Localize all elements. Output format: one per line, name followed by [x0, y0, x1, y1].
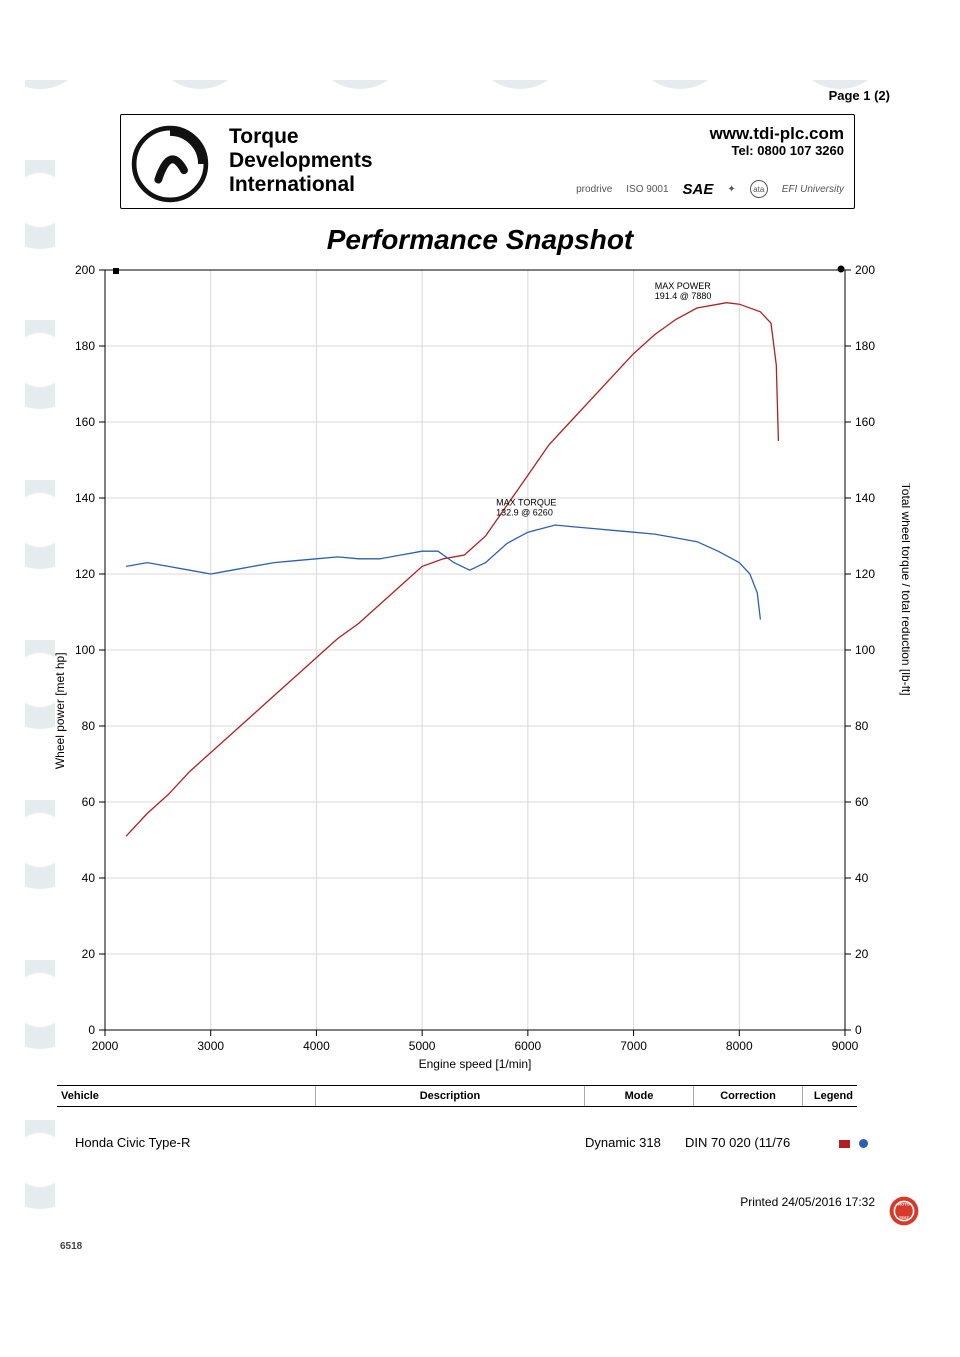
page-number: Page 1 (2): [829, 88, 890, 103]
company-line1: Torque: [229, 125, 299, 148]
svg-text:120: 120: [75, 567, 95, 581]
value-vehicle: Honda Civic Type-R: [75, 1135, 585, 1150]
svg-text:160: 160: [855, 415, 875, 429]
cert-efi: EFI University: [782, 184, 844, 195]
header-box: Torque Developments International www.td…: [120, 114, 855, 209]
svg-text:9000: 9000: [832, 1039, 859, 1053]
printed-timestamp: Printed 24/05/2016 17:32: [740, 1195, 875, 1209]
cert-sae: SAE: [683, 181, 714, 198]
svg-text:180: 180: [855, 339, 875, 353]
cert-ata: ata: [750, 180, 768, 198]
website-url: www.tdi-plc.com: [710, 124, 844, 143]
svg-text:20: 20: [82, 947, 96, 961]
info-table-header: Vehicle Description Mode Correction Lege…: [57, 1085, 857, 1107]
svg-text:180: 180: [75, 339, 95, 353]
svg-text:ROTO: ROTO: [898, 1201, 909, 1206]
svg-text:7000: 7000: [620, 1039, 647, 1053]
svg-text:0: 0: [88, 1023, 95, 1037]
legend-swatch-torque: [858, 1138, 869, 1149]
telephone: Tel: 0800 107 3260: [710, 144, 844, 158]
svg-text:3000: 3000: [197, 1039, 224, 1053]
svg-text:5000: 5000: [409, 1039, 436, 1053]
company-line2: Developments: [229, 149, 373, 172]
value-correction: DIN 70 020 (11/76: [685, 1135, 835, 1150]
svg-text:200: 200: [75, 263, 95, 277]
certifications-row: prodrive ISO 9001 SAE ✦ ata EFI Universi…: [421, 178, 844, 200]
cert-motorsport: ✦: [727, 184, 735, 195]
value-legend: [835, 1135, 869, 1150]
legend-swatch-power: [839, 1140, 850, 1148]
svg-text:40: 40: [855, 871, 869, 885]
svg-text:8000: 8000: [726, 1039, 753, 1053]
svg-text:80: 80: [82, 719, 96, 733]
svg-text:160: 160: [75, 415, 95, 429]
svg-text:20: 20: [855, 947, 869, 961]
svg-text:6000: 6000: [515, 1039, 542, 1053]
svg-text:2000: 2000: [92, 1039, 119, 1053]
svg-text:MAX TORQUE: MAX TORQUE: [496, 498, 556, 508]
svg-text:4000: 4000: [303, 1039, 330, 1053]
svg-text:80: 80: [855, 719, 869, 733]
svg-text:132.9 @ 6260: 132.9 @ 6260: [496, 508, 553, 518]
company-contact: www.tdi-plc.com Tel: 0800 107 3260: [710, 125, 844, 158]
svg-text:200: 200: [855, 263, 875, 277]
footer-number: 6518: [60, 1241, 82, 1252]
info-table-row: Honda Civic Type-R Dynamic 318 DIN 70 02…: [75, 1135, 860, 1150]
svg-text:191.4 @ 7880: 191.4 @ 7880: [655, 291, 712, 301]
svg-text:60: 60: [82, 795, 96, 809]
svg-text:140: 140: [855, 491, 875, 505]
svg-text:120: 120: [855, 567, 875, 581]
col-correction: Correction: [694, 1086, 803, 1106]
page: Page 1 (2) Torque Developments Internati…: [0, 0, 960, 1357]
chart-title: Performance Snapshot: [0, 224, 960, 256]
svg-text:Wheel power [met hp]: Wheel power [met hp]: [53, 652, 67, 769]
svg-text:Engine speed [1/min]: Engine speed [1/min]: [419, 1057, 532, 1071]
col-legend: Legend: [803, 1086, 857, 1106]
svg-text:0: 0: [855, 1023, 862, 1037]
svg-text:TEST: TEST: [899, 1215, 910, 1220]
chart-wrap: 2000 3000 4000 5000 6000 7000 8000 9000 0 0 20 20 40…: [50, 260, 910, 1080]
rototest-logo-icon: ROTO TEST: [888, 1195, 920, 1227]
cert-prodrive: prodrive: [576, 184, 612, 195]
cert-iso9001: ISO 9001: [626, 184, 668, 195]
svg-text:100: 100: [75, 643, 95, 657]
performance-chart: 2000 3000 4000 5000 6000 7000 8000 9000 0 0 20 20 40…: [50, 260, 910, 1080]
svg-text:40: 40: [82, 871, 96, 885]
company-name: Torque Developments International: [229, 125, 373, 197]
svg-text:140: 140: [75, 491, 95, 505]
value-mode: Dynamic 318: [585, 1135, 685, 1150]
company-line3: International: [229, 173, 355, 196]
col-vehicle: Vehicle: [57, 1086, 316, 1106]
svg-text:100: 100: [855, 643, 875, 657]
svg-text:60: 60: [855, 795, 869, 809]
col-mode: Mode: [585, 1086, 694, 1106]
company-logo-icon: [131, 125, 209, 203]
svg-text:Total wheel torque / total red: Total wheel torque / total reduction [lb…: [899, 483, 910, 696]
svg-text:MAX POWER: MAX POWER: [655, 281, 712, 291]
col-description: Description: [316, 1086, 585, 1106]
